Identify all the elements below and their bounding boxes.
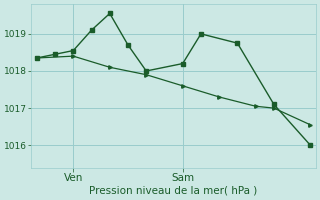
X-axis label: Pression niveau de la mer( hPa ): Pression niveau de la mer( hPa ) (90, 186, 258, 196)
